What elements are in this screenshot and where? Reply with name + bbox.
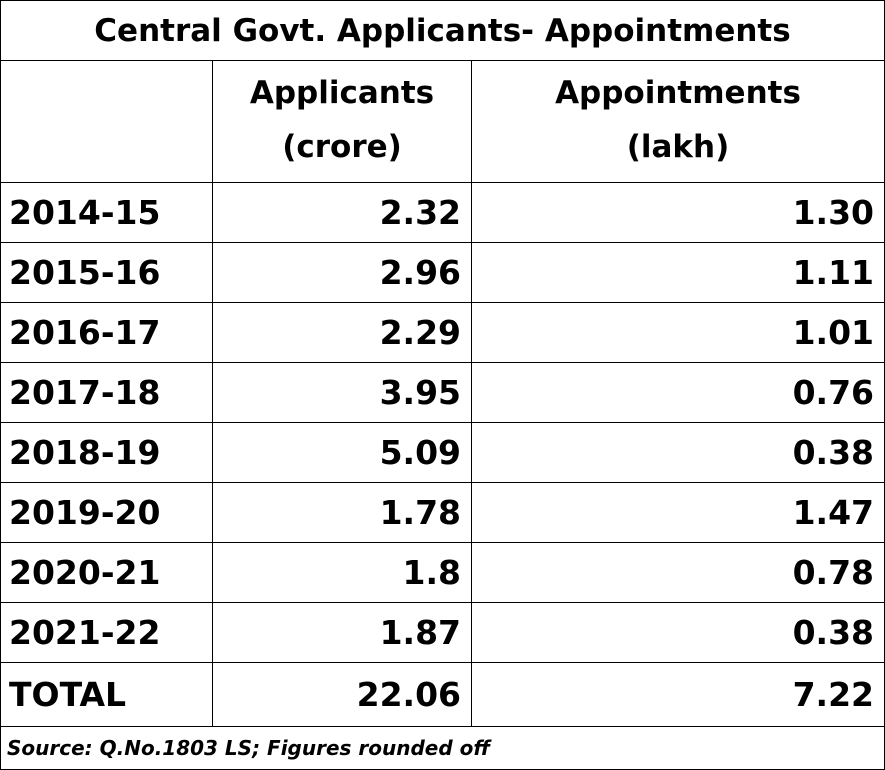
applicants-cell: 1.78 (212, 482, 472, 543)
table-row: 2021-22 1.87 0.38 (0, 602, 885, 663)
header-applicants: Applicants (crore) (212, 60, 472, 183)
table-row: 2019-20 1.78 1.47 (0, 482, 885, 543)
source-row: Source: Q.No.1803 LS; Figures rounded of… (0, 726, 885, 770)
header-appointments-line2: (lakh) (626, 129, 730, 165)
header-applicants-line1: Applicants (249, 75, 435, 111)
table-row: 2018-19 5.09 0.38 (0, 422, 885, 483)
total-row: TOTAL 22.06 7.22 (0, 662, 885, 727)
header-blank-cell (0, 60, 213, 183)
applicants-cell: 2.32 (212, 182, 472, 243)
table-title: Central Govt. Applicants- Appointments (0, 0, 885, 61)
source-note: Source: Q.No.1803 LS; Figures rounded of… (0, 726, 885, 770)
applicants-cell: 5.09 (212, 422, 472, 483)
appointments-cell: 0.76 (471, 362, 885, 423)
total-label-cell: TOTAL (0, 662, 213, 727)
table-row: 2020-21 1.8 0.78 (0, 542, 885, 603)
applicants-cell: 3.95 (212, 362, 472, 423)
year-cell: 2021-22 (0, 602, 213, 663)
header-applicants-line2: (crore) (282, 129, 402, 165)
year-cell: 2019-20 (0, 482, 213, 543)
header-appointments-line1: Appointments (555, 75, 801, 111)
table-row: 2014-15 2.32 1.30 (0, 182, 885, 243)
applicants-cell: 1.87 (212, 602, 472, 663)
appointments-cell: 1.47 (471, 482, 885, 543)
header-appointments: Appointments (lakh) (471, 60, 885, 183)
header-row: Applicants (crore) Appointments (lakh) (0, 60, 885, 183)
applicants-cell: 2.96 (212, 242, 472, 303)
year-cell: 2016-17 (0, 302, 213, 363)
applicants-cell: 1.8 (212, 542, 472, 603)
appointments-cell: 0.38 (471, 602, 885, 663)
appointments-cell: 0.38 (471, 422, 885, 483)
year-cell: 2020-21 (0, 542, 213, 603)
year-cell: 2014-15 (0, 182, 213, 243)
appointments-cell: 1.11 (471, 242, 885, 303)
total-appointments-cell: 7.22 (471, 662, 885, 727)
title-row: Central Govt. Applicants- Appointments (0, 0, 885, 61)
year-cell: 2017-18 (0, 362, 213, 423)
table-row: 2016-17 2.29 1.01 (0, 302, 885, 363)
appointments-cell: 0.78 (471, 542, 885, 603)
year-cell: 2018-19 (0, 422, 213, 483)
applicants-cell: 2.29 (212, 302, 472, 363)
year-cell: 2015-16 (0, 242, 213, 303)
appointments-cell: 1.30 (471, 182, 885, 243)
table-row: 2015-16 2.96 1.11 (0, 242, 885, 303)
table-row: 2017-18 3.95 0.76 (0, 362, 885, 423)
appointments-cell: 1.01 (471, 302, 885, 363)
total-applicants-cell: 22.06 (212, 662, 472, 727)
